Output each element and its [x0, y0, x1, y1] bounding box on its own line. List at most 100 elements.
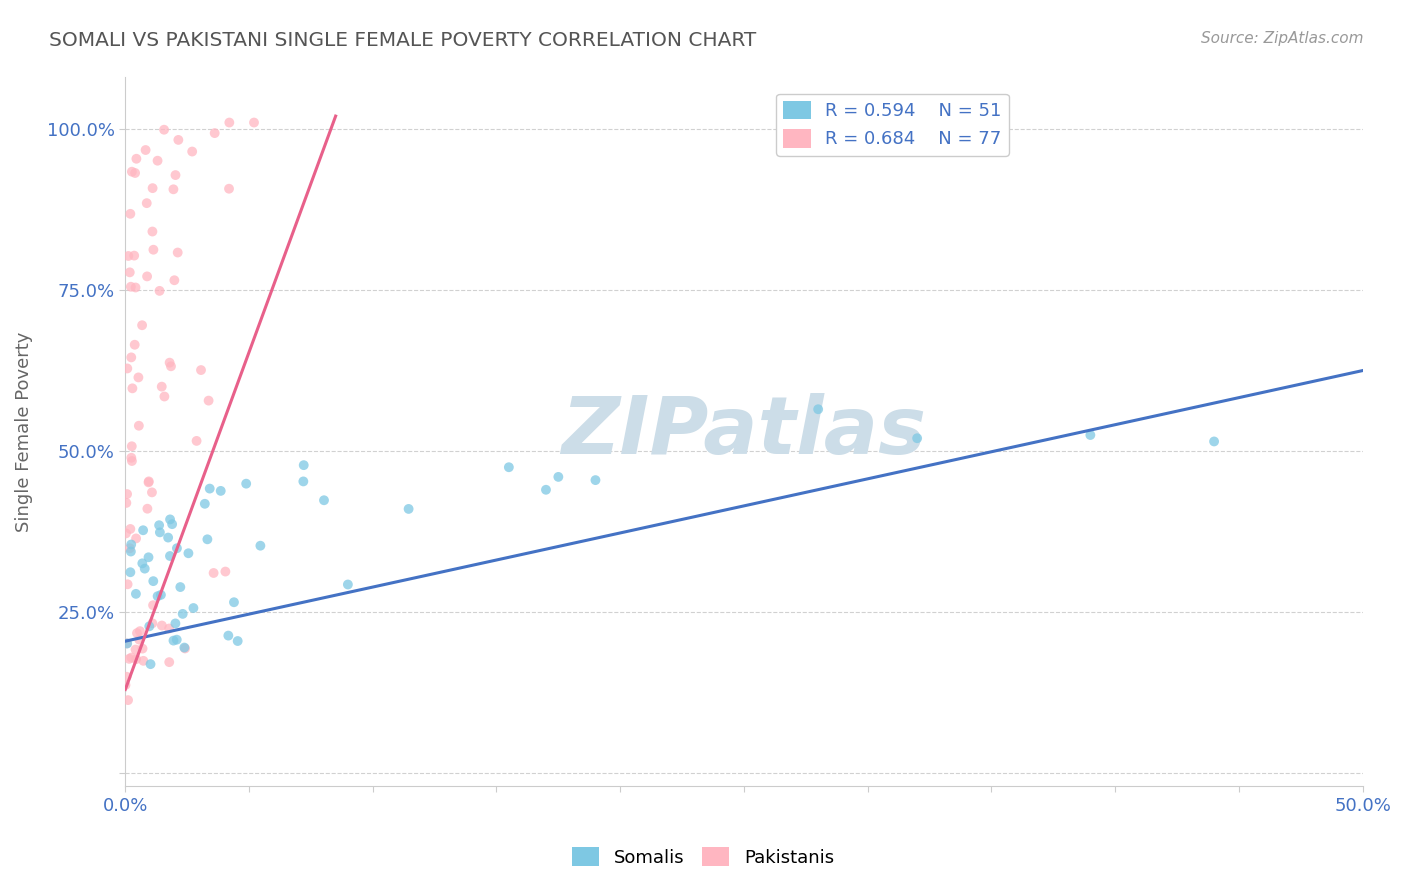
Point	[166, 632, 188, 647]
Point	[218, 182, 240, 196]
Point	[222, 595, 245, 609]
Point	[141, 225, 163, 239]
Point	[125, 532, 148, 546]
Point	[117, 577, 139, 591]
Point	[114, 678, 136, 692]
Point	[292, 475, 315, 489]
Point	[197, 393, 219, 408]
Point	[172, 607, 194, 621]
Point	[218, 115, 240, 129]
Point	[128, 418, 150, 433]
Point	[235, 476, 257, 491]
Point	[115, 670, 138, 684]
Point	[118, 652, 141, 666]
Point	[292, 458, 315, 472]
Point	[148, 284, 170, 298]
Point	[142, 598, 165, 612]
Point	[121, 454, 143, 468]
Point	[115, 487, 138, 501]
Point	[160, 517, 183, 532]
Point	[134, 561, 156, 575]
Point	[118, 541, 141, 556]
Point	[120, 207, 142, 221]
Point	[138, 475, 160, 489]
Point	[173, 640, 195, 655]
Text: SOMALI VS PAKISTANI SINGLE FEMALE POVERTY CORRELATION CHART: SOMALI VS PAKISTANI SINGLE FEMALE POVERT…	[49, 31, 756, 50]
Point	[125, 587, 148, 601]
Point	[166, 541, 188, 556]
Point	[131, 318, 153, 333]
Point	[115, 526, 138, 541]
Point	[336, 577, 359, 591]
Point	[125, 152, 148, 166]
Point	[136, 501, 159, 516]
Point	[159, 356, 181, 370]
Point	[148, 518, 170, 533]
Point	[214, 565, 236, 579]
Point	[905, 431, 928, 445]
Point	[217, 629, 239, 643]
Point	[150, 379, 173, 393]
Point	[177, 546, 200, 560]
Point	[138, 550, 160, 565]
Point	[183, 601, 205, 615]
Point	[312, 493, 335, 508]
Point	[165, 616, 187, 631]
Point	[226, 634, 249, 648]
Point	[127, 370, 149, 384]
Point	[163, 273, 186, 287]
Point	[120, 566, 142, 580]
Point	[547, 470, 569, 484]
Point	[142, 181, 165, 195]
Text: Source: ZipAtlas.com: Source: ZipAtlas.com	[1201, 31, 1364, 46]
Point	[398, 502, 420, 516]
Point	[807, 402, 830, 417]
Point	[142, 574, 165, 589]
Point	[146, 153, 169, 168]
Point	[204, 126, 226, 140]
Point	[146, 589, 169, 603]
Point	[157, 655, 180, 669]
Point	[120, 351, 142, 365]
Point	[139, 657, 162, 672]
Point	[149, 525, 172, 540]
Point	[120, 537, 142, 551]
Point	[115, 496, 138, 510]
Point	[159, 512, 181, 526]
Point	[186, 434, 208, 448]
Point	[165, 168, 187, 182]
Point	[132, 523, 155, 537]
Point	[142, 243, 165, 257]
Point	[124, 280, 146, 294]
Point	[157, 531, 180, 545]
Point	[135, 143, 157, 157]
Point	[198, 482, 221, 496]
Point	[124, 337, 146, 351]
Legend: Somalis, Pakistanis: Somalis, Pakistanis	[565, 840, 841, 874]
Point	[117, 693, 139, 707]
Point	[162, 182, 184, 196]
Point	[162, 633, 184, 648]
Point	[120, 522, 142, 536]
Point	[243, 115, 266, 129]
Point	[141, 616, 163, 631]
Point	[129, 624, 152, 639]
Point	[135, 196, 157, 211]
Point	[190, 363, 212, 377]
Point	[138, 475, 160, 490]
Point	[153, 122, 176, 136]
Point	[167, 133, 190, 147]
Point	[166, 245, 188, 260]
Point	[209, 483, 232, 498]
Point	[585, 473, 607, 487]
Point	[153, 390, 176, 404]
Point	[125, 626, 148, 640]
Point	[150, 618, 173, 632]
Point	[120, 450, 142, 465]
Point	[249, 539, 271, 553]
Point	[169, 580, 191, 594]
Point	[124, 166, 146, 180]
Point	[534, 483, 557, 497]
Point	[131, 557, 153, 571]
Point	[181, 145, 204, 159]
